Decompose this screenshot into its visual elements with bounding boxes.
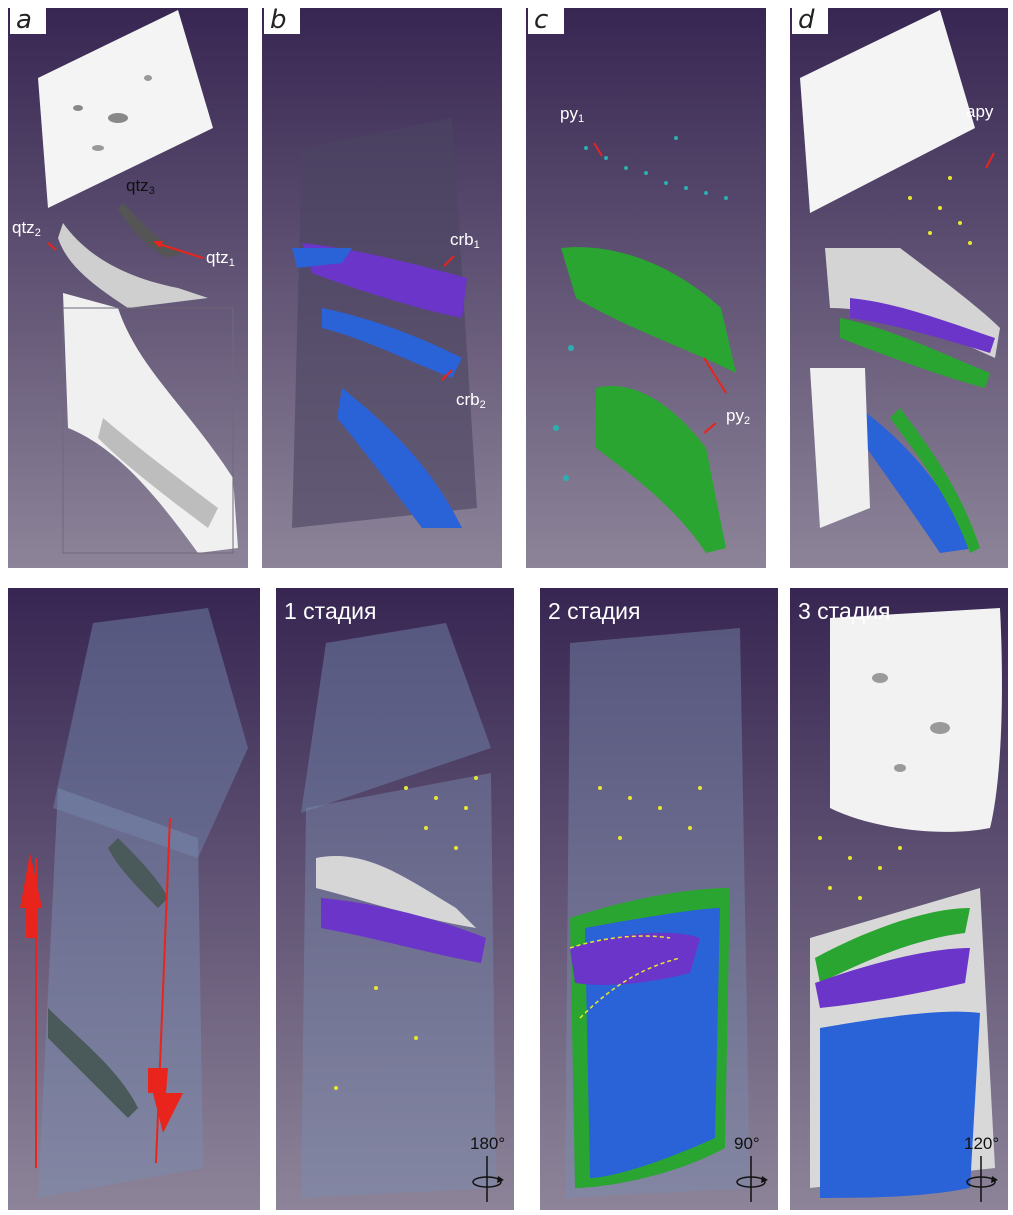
stage-text: 3 стадия — [798, 598, 891, 624]
panel-stage-3-image — [790, 588, 1008, 1210]
rotate-icon — [966, 1156, 998, 1202]
carbonate-2 — [820, 1011, 980, 1198]
label-qtz3: qtz3 — [126, 176, 155, 197]
rotate-icon — [736, 1156, 768, 1202]
label-crb2: crb2 — [456, 390, 486, 411]
rotation-angle: 120° — [964, 1134, 1000, 1153]
pyrite-2 — [596, 386, 726, 553]
quartz-block — [38, 10, 213, 208]
rotation-angle: 90° — [734, 1134, 760, 1153]
label-qtz1: qtz1 — [206, 248, 235, 269]
panel-letter: d — [792, 8, 828, 34]
label-crb1: crb1 — [450, 230, 480, 251]
panel-c: c py1 py2 — [526, 8, 766, 568]
rotation-indicator: 120° — [958, 1134, 1004, 1204]
rotation-indicator: 180° — [464, 1134, 510, 1204]
quartz-lower — [63, 293, 238, 553]
panel-b: b crb1 crb2 — [262, 8, 502, 568]
stage-label: 1 стадия — [284, 598, 377, 624]
rotate-icon — [472, 1156, 504, 1202]
panel-shear-image — [8, 588, 260, 1210]
pyrite — [815, 908, 970, 983]
carbonate-2-lower — [337, 388, 462, 528]
quartz-block — [830, 608, 1002, 832]
panel-letter: c — [528, 8, 564, 34]
rotation-angle: 180° — [470, 1134, 506, 1153]
label-py2: py2 — [726, 406, 751, 427]
quartz-block — [800, 10, 975, 213]
panel-b-image — [262, 8, 502, 568]
stage-label: 3 стадия — [798, 598, 890, 625]
quartz-vein-1 — [118, 203, 183, 258]
carbonate-1 — [815, 948, 970, 1008]
panel-d: d apy — [790, 8, 1008, 568]
rotation-indicator: 90° — [728, 1134, 774, 1204]
carbonate-2-upper — [322, 308, 462, 378]
carbonate-1 — [321, 898, 486, 963]
panel-letter: b — [264, 8, 300, 34]
panel-stage-2-image — [540, 588, 778, 1210]
arrow-up-icon — [20, 853, 42, 938]
panel-stage-2: 2 стадия 90° — [540, 588, 778, 1210]
panel-stage-1: 1 стадия 180° — [276, 588, 514, 1210]
carbonate-1 — [570, 932, 700, 985]
panel-a: a qtz3 qtz2 qtz1 — [8, 8, 248, 568]
label-apy: apy — [966, 102, 994, 121]
panel-d-image — [790, 8, 1008, 568]
arrow-down-icon — [148, 1068, 183, 1133]
label-qtz2: qtz2 — [12, 218, 41, 239]
stage-label: 2 стадия — [548, 598, 641, 624]
pyrite-1 — [561, 247, 736, 373]
panel-stage-1-image — [276, 588, 514, 1210]
carbonate-1 — [302, 243, 467, 318]
panel-letter: a — [10, 8, 46, 34]
quartz-vein-2 — [58, 223, 208, 308]
label-py1: py1 — [560, 104, 585, 125]
panel-a-image — [8, 8, 248, 568]
panel-stage-3: 3 стадия 120° — [790, 588, 1008, 1210]
panel-c-image — [526, 8, 766, 568]
panel-shear — [8, 588, 260, 1210]
